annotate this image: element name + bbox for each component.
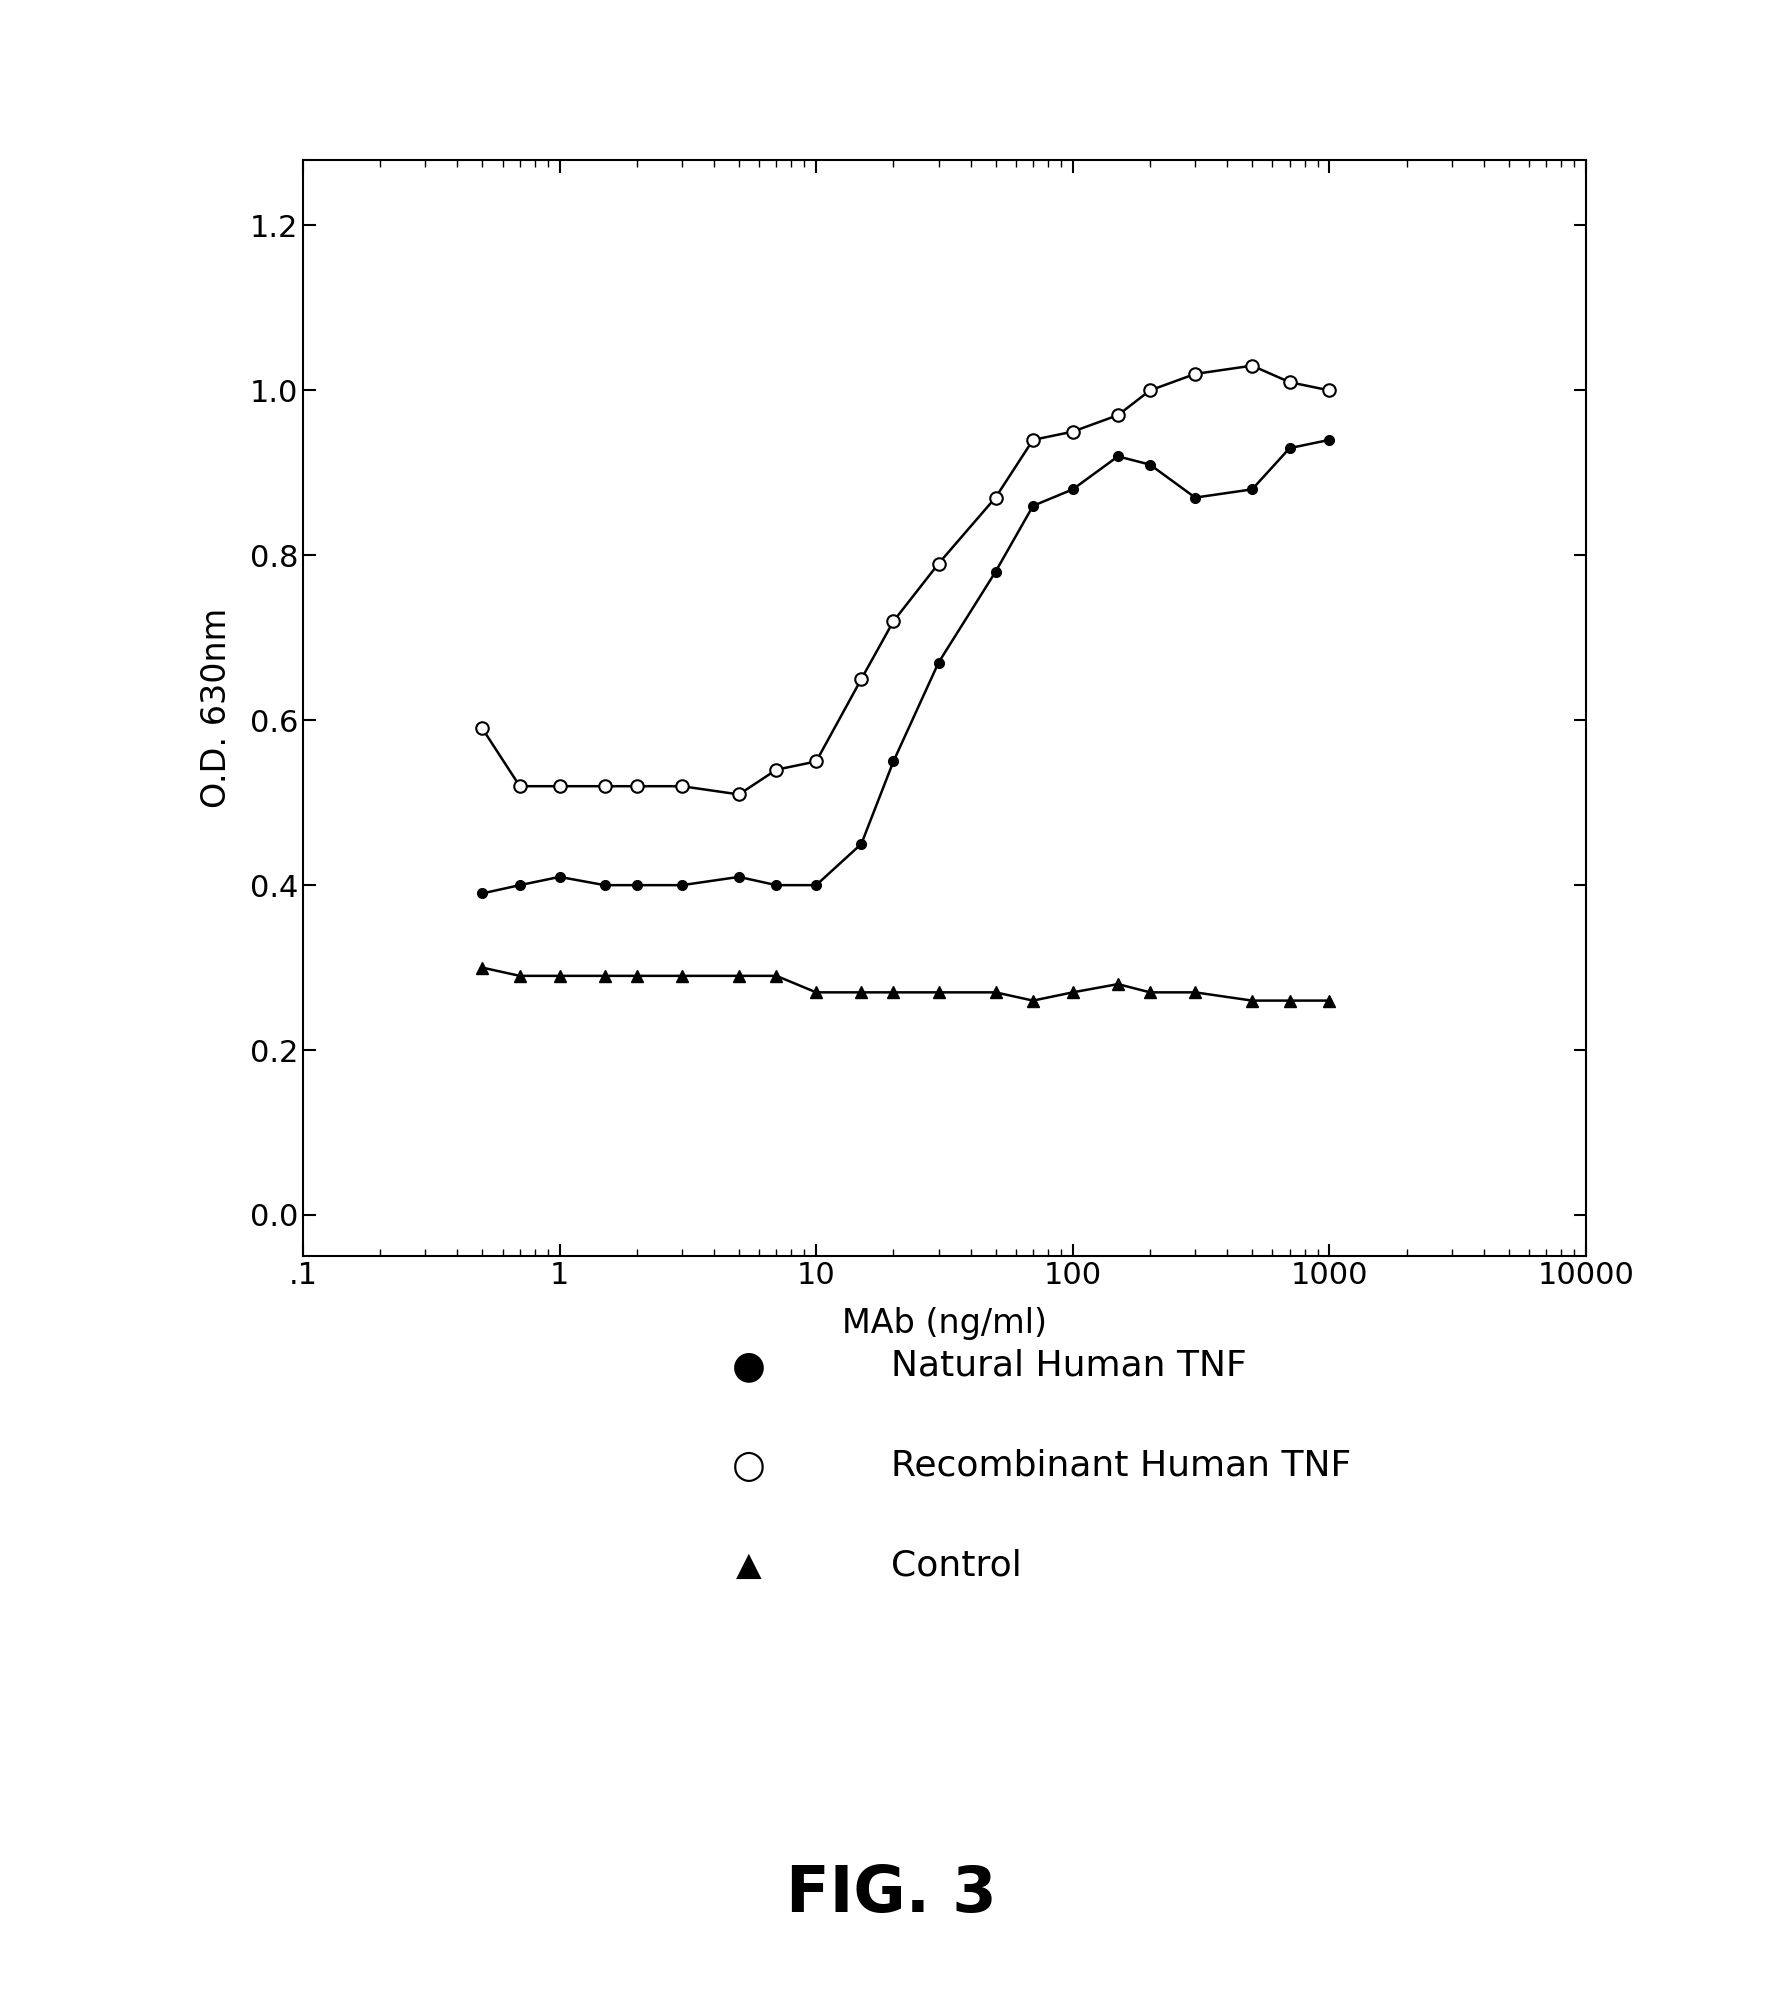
- Text: ○: ○: [731, 1446, 766, 1486]
- Y-axis label: O.D. 630nm: O.D. 630nm: [200, 608, 233, 808]
- Text: FIG. 3: FIG. 3: [786, 1862, 996, 1926]
- X-axis label: MAb (ng/ml): MAb (ng/ml): [841, 1306, 1048, 1340]
- Text: Control: Control: [891, 1547, 1021, 1583]
- Text: Natural Human TNF: Natural Human TNF: [891, 1348, 1247, 1384]
- Text: ●: ●: [731, 1346, 766, 1386]
- Text: ▲: ▲: [736, 1549, 761, 1581]
- Text: Recombinant Human TNF: Recombinant Human TNF: [891, 1448, 1351, 1484]
